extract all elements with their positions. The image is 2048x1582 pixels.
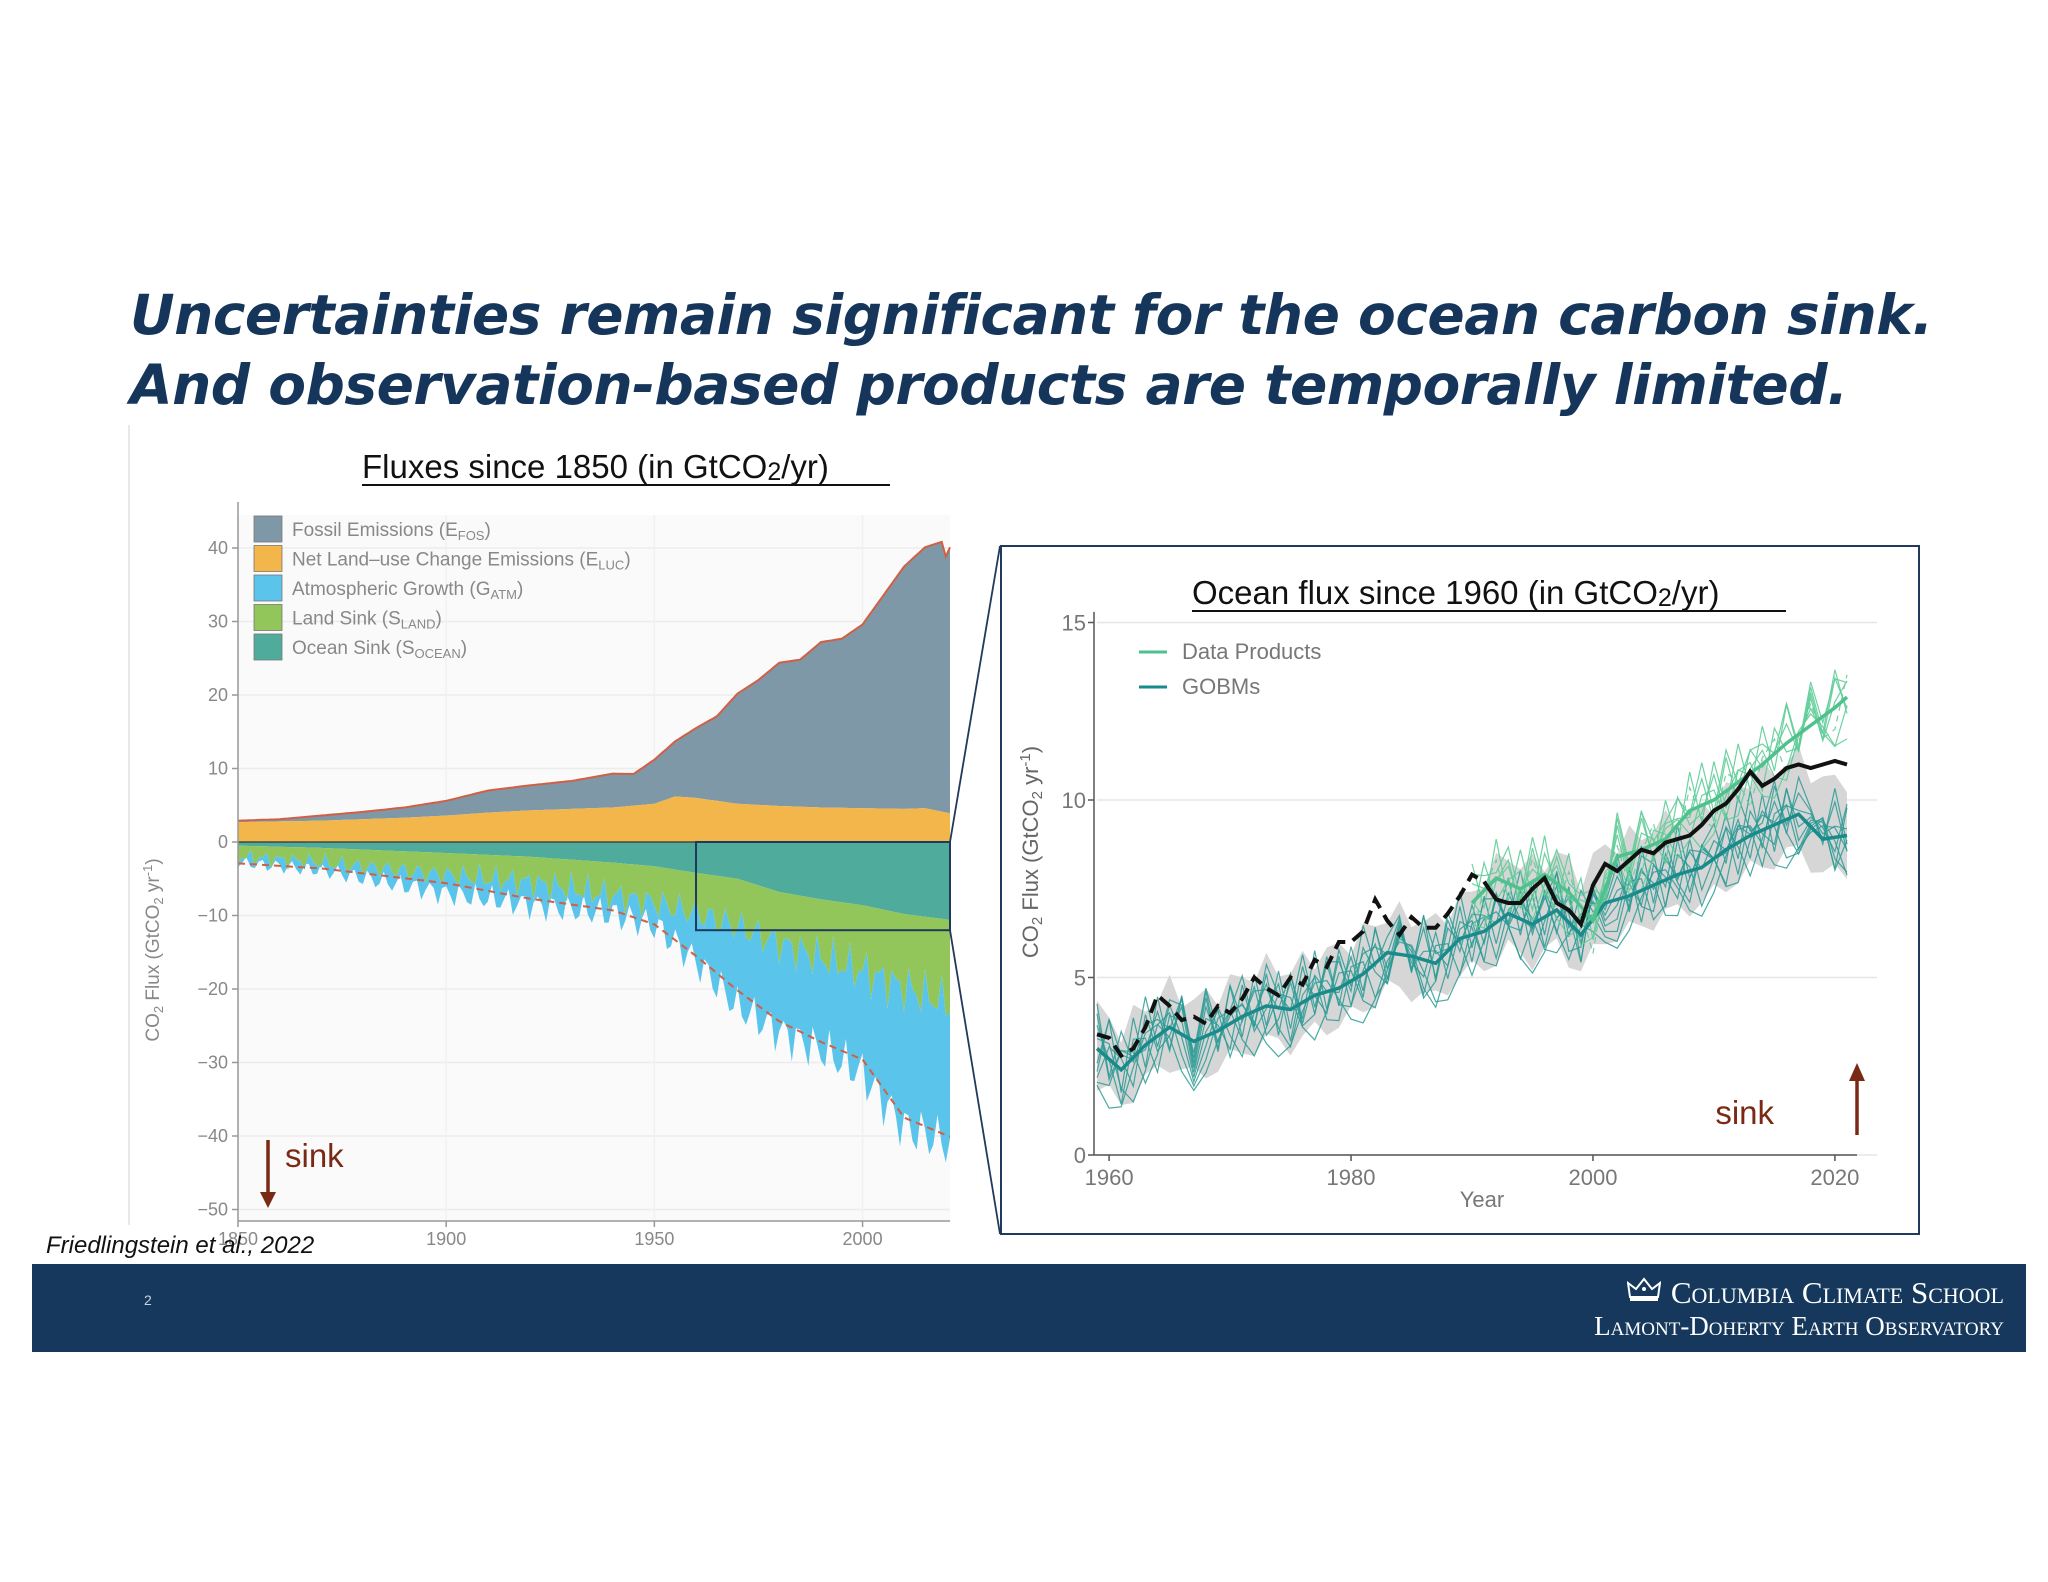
legend-label-data-products: Data Products — [1182, 639, 1321, 664]
legend-label-2: Atmospheric Growth (GATM) — [292, 579, 523, 602]
legend-label-1: Net Land–use Change Emissions (ELUC) — [292, 550, 631, 573]
global-carbon-budget-dashed-line — [1096, 871, 1486, 1059]
left-chart-y-tick-label-40: 40 — [208, 538, 228, 558]
legend-label-3: Land Sink (SLAND) — [292, 609, 442, 632]
legend-swatch-0 — [253, 515, 283, 543]
legend-swatch-3 — [253, 604, 283, 631]
total-sinks-dashed-line — [237, 862, 951, 1138]
right-chart-x-tick-label-1960: 1960 — [1085, 1165, 1134, 1190]
citation: Friedlingstein et al., 2022 — [46, 1232, 315, 1259]
left-sink-label: sink — [285, 1137, 344, 1174]
left-chart-y-tick-label--50: −50 — [197, 1200, 228, 1220]
institution-logo: Columbia Climate School Lamont-Doherty E… — [1594, 1276, 2004, 1342]
left-chart-y-tick-label--30: −30 — [197, 1053, 228, 1073]
legend-swatch-4 — [253, 633, 283, 661]
left-divider — [128, 425, 130, 1225]
left-chart-y-tick-label-0: 0 — [218, 832, 228, 852]
ocean-flux-since-1960-chart: Ocean flux since 1960 (in GtCO2/yr) 0 5 10… — [1017, 574, 1877, 1212]
legend-label-gobms: GOBMs — [1182, 674, 1260, 699]
ocean-sink-area — [238, 842, 950, 920]
data-product-member-line-4 — [1471, 680, 1848, 940]
left-chart-areas — [237, 540, 952, 1163]
institution-line-1: Columbia Climate School — [1594, 1276, 2004, 1310]
right-chart-y-tick-label-0: 0 — [1074, 1143, 1086, 1168]
fossil-emissions-area — [238, 541, 950, 823]
left-chart-legend: Fossil Emissions (EFOS) Net Land–use Chan… — [253, 515, 631, 661]
land-use-change-area — [238, 796, 950, 842]
institution-line-2: Lamont-Doherty Earth Observatory — [1594, 1311, 2004, 1341]
right-sink-label: sink — [1715, 1094, 1774, 1131]
footer-bar: 2 Columbia Climate School Lamont-Doherty… — [32, 1264, 2026, 1352]
left-chart-x-tick-label-1850: 1850 — [218, 1229, 258, 1249]
right-chart-y-tick-label-5: 5 — [1074, 966, 1086, 991]
institution-line-1-text: Columbia Climate School — [1670, 1275, 2004, 1310]
right-chart-x-tick-label-2020: 2020 — [1810, 1165, 1859, 1190]
right-chart-y-tick-label-15: 15 — [1062, 611, 1086, 636]
legend-swatch-1 — [253, 545, 283, 572]
left-chart-y-axis-label: CO2 Flux (GtCO2 yr-1) — [140, 858, 166, 1041]
left-chart-title: Fluxes since 1850 (in GtCO2/yr) — [362, 448, 829, 486]
right-chart-title: Ocean flux since 1960 (in GtCO2/yr) — [1192, 574, 1719, 612]
fluxes-since-1850-chart: Fluxes since 1850 (in GtCO2/yr) 40 30 20 10… — [140, 448, 952, 1249]
left-chart-x-tick-label-2000: 2000 — [843, 1229, 883, 1249]
right-chart-y-axis-label: CO2 Flux (GtCO2 yr-1) — [1017, 746, 1046, 958]
total-sources-outline — [237, 540, 951, 822]
right-chart-lines — [1095, 669, 1849, 1109]
legend-swatch-2 — [253, 574, 283, 602]
left-chart-y-tick-label-30: 30 — [208, 612, 228, 632]
atmospheric-growth-area — [238, 849, 950, 1163]
left-chart-y-tick-label--20: −20 — [197, 979, 228, 999]
crown-icon — [1626, 1276, 1662, 1310]
right-chart-legend: Data Products GOBMs — [1139, 639, 1321, 699]
gobm-mean-line — [1095, 812, 1848, 1073]
right-chart-y-tick-label-10: 10 — [1062, 788, 1086, 813]
legend-label-0: Fossil Emissions (EFOS) — [292, 520, 491, 543]
page-number: 2 — [144, 1292, 152, 1308]
left-chart-y-tick-label--40: −40 — [197, 1126, 228, 1146]
ocean-flux-panel: Ocean flux since 1960 (in GtCO2/yr) 0 5 10… — [1000, 545, 1920, 1235]
slide-title: Uncertainties remain significant for the… — [130, 280, 1933, 420]
left-sink-arrow-head — [260, 1192, 276, 1208]
right-sink-arrow-head — [1849, 1063, 1865, 1081]
left-sink-annotation: sink — [260, 1137, 344, 1208]
left-chart-x-tick-label-1950: 1950 — [634, 1229, 674, 1249]
gobm-member-line-6 — [1096, 789, 1848, 1082]
left-chart-y-tick-label--10: −10 — [197, 906, 228, 926]
zoom-highlight-box — [695, 841, 952, 932]
gobm-member-line-9 — [1096, 775, 1848, 1064]
global-carbon-budget-solid-line — [1482, 758, 1848, 929]
left-chart-x-tick-label-1900: 1900 — [426, 1229, 466, 1249]
right-chart-x-tick-label-2000: 2000 — [1568, 1165, 1617, 1190]
right-chart-x-axis-label: Year — [1460, 1187, 1504, 1212]
data-product-mean-line — [1470, 695, 1849, 925]
gobm-member-line-3 — [1096, 799, 1848, 1087]
left-chart-axes: 40 30 20 10 0 −10 −20 −30 −40 −50 1850 1900 1950 2000 — [197, 502, 950, 1249]
data-product-member-line-7 — [1471, 678, 1848, 900]
slide-title-line-1: Uncertainties remain significant for the… — [130, 283, 1933, 347]
left-chart-y-tick-label-20: 20 — [208, 685, 228, 705]
right-chart-axes: 0 5 10 15 1960 1980 2000 2020 — [1062, 611, 1860, 1191]
legend-label-4: Ocean Sink (SOCEAN) — [292, 638, 467, 661]
right-chart-x-tick-label-1980: 1980 — [1327, 1165, 1376, 1190]
slide-title-line-2: And observation-based products are tempo… — [130, 353, 1848, 417]
right-sink-annotation: sink — [1715, 1063, 1865, 1135]
left-chart-y-tick-label-10: 10 — [208, 759, 228, 779]
